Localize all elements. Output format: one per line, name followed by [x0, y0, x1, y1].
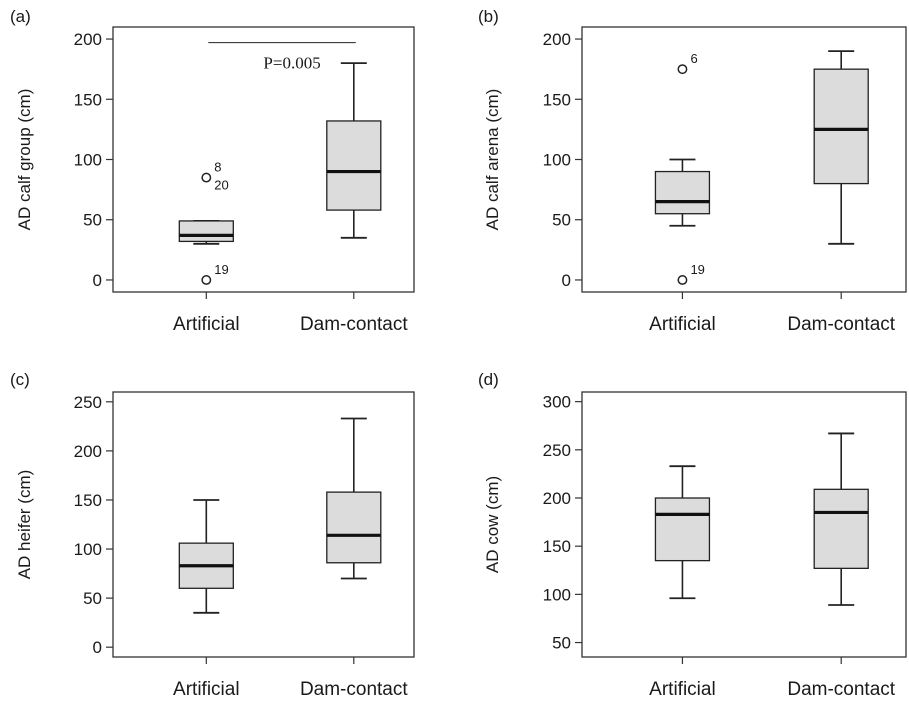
x-tick-label: Dam-contact — [300, 679, 408, 700]
y-tick-label: 250 — [543, 441, 571, 460]
y-tick-label: 100 — [543, 585, 571, 604]
x-tick-label: Artificial — [649, 314, 716, 335]
y-axis-title: AD calf group (cm) — [15, 89, 34, 231]
y-tick-label: 250 — [74, 393, 102, 412]
panel-label: (d) — [478, 370, 499, 389]
outlier-label: 6 — [690, 51, 697, 66]
box-iqr — [178, 220, 234, 243]
y-axis-title: AD cow (cm) — [483, 476, 502, 573]
y-tick-label: 50 — [83, 211, 102, 230]
box-iqr — [813, 68, 869, 185]
box-iqr — [326, 120, 382, 211]
box-dam-contact — [813, 432, 869, 606]
y-tick-label: 300 — [543, 393, 571, 412]
plot-frame — [112, 391, 415, 658]
box-artificial — [178, 499, 234, 614]
panel-label: (c) — [10, 370, 30, 389]
y-tick-label: 50 — [83, 589, 102, 608]
box-iqr — [326, 491, 382, 564]
box-iqr — [654, 170, 711, 215]
outlier-point — [201, 275, 212, 285]
box-artificial: 6 19 — [654, 51, 711, 285]
y-tick-label: 150 — [74, 491, 102, 510]
y-tick-label: 200 — [543, 30, 571, 49]
box-iqr — [813, 488, 869, 569]
y-tick-label: 0 — [93, 271, 102, 290]
p-value-label: P=0.005 — [263, 54, 320, 73]
panel-d: (d) 50 100 150 200 250 300 AD cow (cm) Artificia… — [478, 370, 907, 700]
outlier-point — [677, 275, 688, 285]
x-tick-label: Dam-contact — [787, 679, 895, 700]
box-dam-contact — [813, 50, 869, 245]
y-tick-label: 150 — [74, 90, 102, 109]
y-tick-label: 50 — [552, 211, 571, 230]
y-tick-label: 200 — [543, 489, 571, 508]
outlier-label: 19 — [690, 262, 704, 277]
panel-label: (a) — [10, 7, 31, 26]
y-tick-label: 50 — [552, 634, 571, 653]
outlier-label: 8 — [214, 160, 221, 175]
panel-b: (b) 0 50 100 150 200 AD calf arena (cm) Artific… — [478, 7, 907, 335]
x-tick-label: Artificial — [173, 679, 240, 700]
x-tick-label: Dam-contact — [787, 314, 895, 335]
panel-label: (b) — [478, 7, 499, 26]
box-artificial: 8 20 19 — [178, 160, 234, 285]
x-tick-label: Artificial — [173, 314, 240, 335]
y-tick-label: 100 — [74, 540, 102, 559]
box-dam-contact — [326, 417, 382, 580]
outlier-point — [201, 172, 212, 183]
y-tick-label: 0 — [93, 638, 102, 657]
panel-a: (a) 0 50 100 150 200 AD calf group (cm) Artific… — [10, 7, 415, 335]
y-tick-label: 100 — [74, 151, 102, 170]
box-iqr — [654, 497, 711, 562]
box-artificial — [654, 465, 711, 600]
outlier-point — [677, 64, 688, 75]
panel-c: (c) 0 50 100 150 200 250 AD heifer (cm) Artifici… — [10, 370, 415, 700]
y-tick-label: 150 — [543, 537, 571, 556]
x-tick-label: Artificial — [649, 679, 716, 700]
outlier-label: 20 — [214, 178, 228, 193]
y-tick-label: 150 — [543, 90, 571, 109]
box-dam-contact — [326, 62, 382, 239]
y-tick-label: 200 — [74, 30, 102, 49]
y-axis-title: AD calf arena (cm) — [483, 89, 502, 231]
y-tick-label: 100 — [543, 151, 571, 170]
x-tick-label: Dam-contact — [300, 314, 408, 335]
outlier-label: 19 — [214, 262, 228, 277]
y-tick-label: 0 — [562, 271, 571, 290]
plot-frame — [581, 391, 907, 658]
y-tick-label: 200 — [74, 442, 102, 461]
y-axis-title: AD heifer (cm) — [15, 470, 34, 580]
